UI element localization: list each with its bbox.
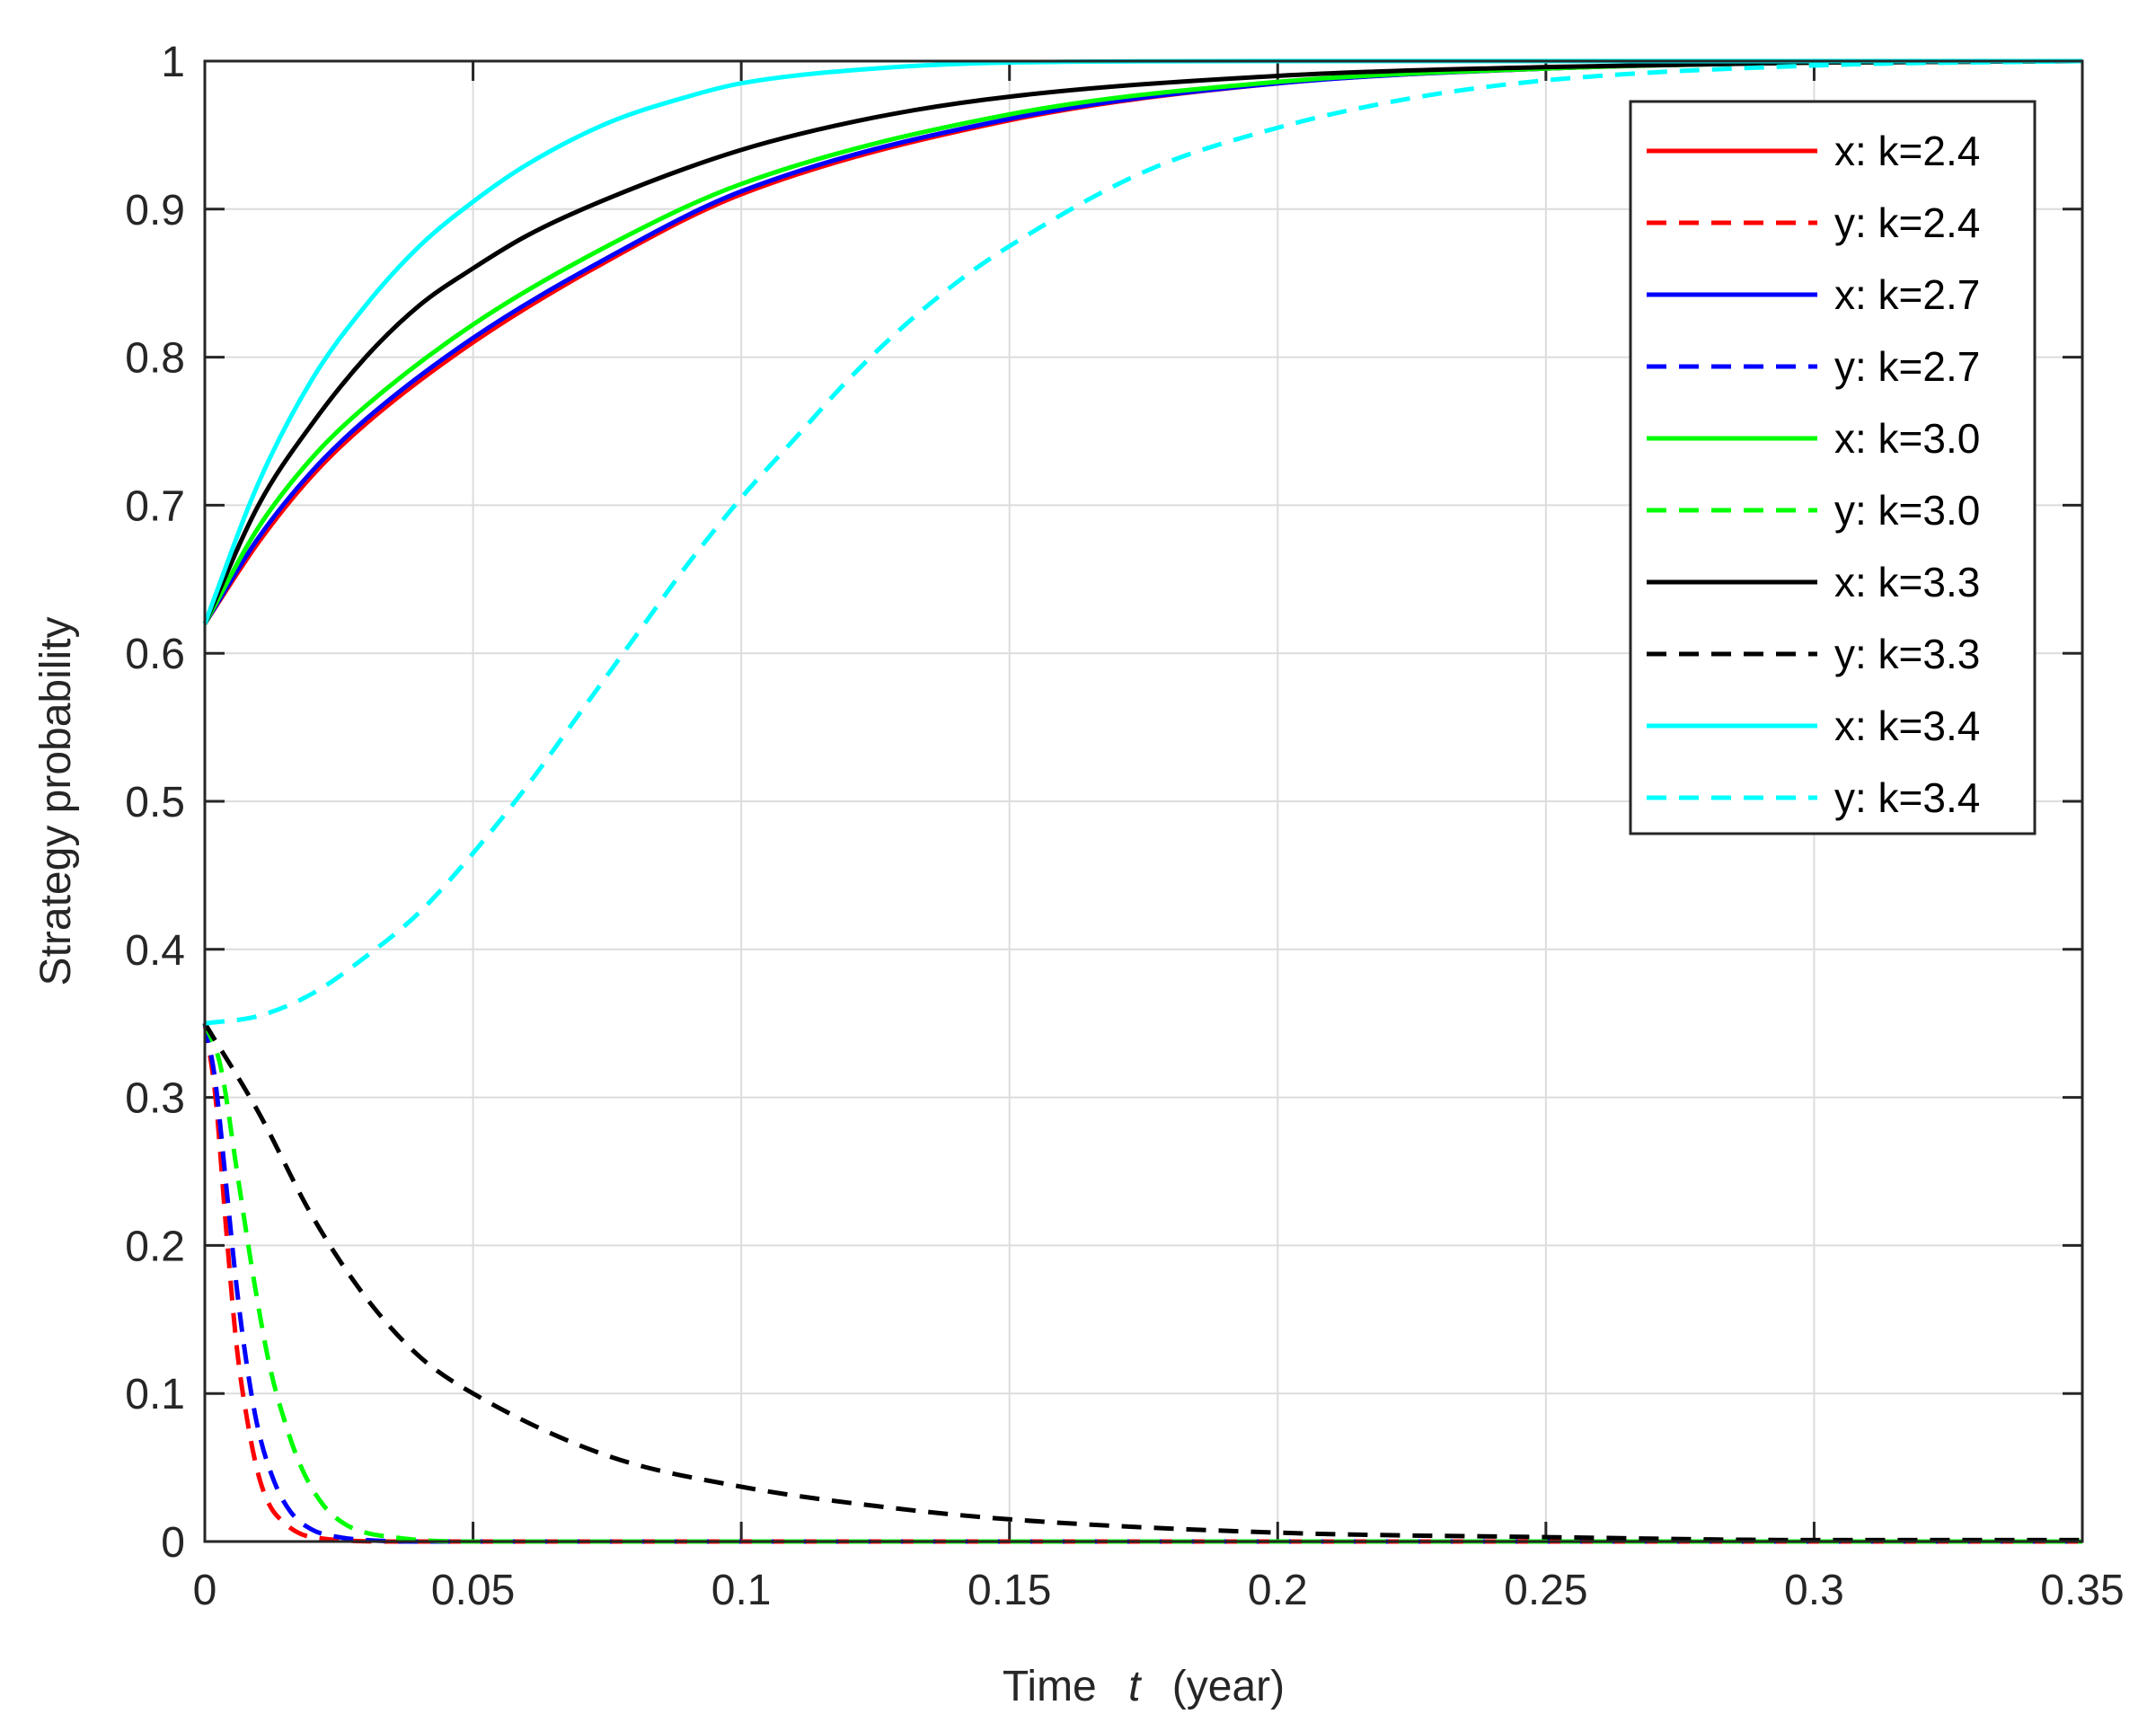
x-tick-label: 0.35 — [2040, 1567, 2124, 1614]
y-tick-label: 0 — [161, 1519, 185, 1567]
series-line-8 — [202, 1021, 2082, 1542]
x-tick-label: 0.05 — [431, 1567, 515, 1614]
y-tick-label: 0.5 — [125, 779, 185, 826]
x-axis-title-variable: t — [1128, 1663, 1142, 1710]
x-tick-label: 0.3 — [1784, 1567, 1844, 1614]
x-tick-label: 0.15 — [968, 1567, 1051, 1614]
y-tick-label: 0.8 — [125, 335, 185, 383]
legend-label: x: k=3.3 — [1834, 559, 1980, 605]
x-axis-title: Time t (year) — [1003, 1663, 1285, 1710]
legend-label: y: k=2.4 — [1834, 199, 1980, 246]
series-line-4 — [202, 1022, 2082, 1544]
x-tick-label: 0.2 — [1248, 1567, 1308, 1614]
x-tick-label: 0.25 — [1504, 1567, 1587, 1614]
series-line-7 — [202, 58, 2083, 625]
y-tick-label: 0.9 — [125, 187, 185, 234]
tick-labels: 0 0.05 0.1 0.15 0.2 0.25 0.3 0.35 0 0.1 0.2 0.3 0.4 0… — [125, 39, 2124, 1614]
series-line-10 — [204, 58, 2083, 1026]
legend-label: y: k=2.7 — [1834, 343, 1980, 390]
legend-label: x: k=3.0 — [1834, 415, 1980, 462]
y-tick-label: 1 — [161, 39, 185, 86]
x-tick-label: 0.1 — [711, 1567, 772, 1614]
legend-label: y: k=3.0 — [1834, 487, 1980, 534]
y-tick-label: 0.7 — [125, 482, 185, 530]
y-tick-label: 0.1 — [125, 1371, 185, 1418]
series-line-2 — [202, 1022, 2082, 1544]
legend-label: y: k=3.3 — [1834, 631, 1980, 677]
x-tick-label: 0 — [193, 1567, 217, 1614]
legend-label: x: k=2.7 — [1834, 271, 1980, 318]
y-axis-title: Strategy probability — [32, 617, 80, 986]
legend-label: x: k=3.4 — [1834, 702, 1980, 749]
legend-label: x: k=2.4 — [1834, 128, 1980, 174]
legend-label: y: k=3.4 — [1834, 774, 1980, 821]
axes-box — [203, 59, 2084, 1543]
y-tick-label: 0.4 — [125, 927, 185, 975]
y-tick-label: 0.6 — [125, 631, 185, 678]
y-tick-label: 0.2 — [125, 1223, 185, 1270]
legend: x: k=2.4 y: k=2.4 x: k=2.7 y: k=2.7 x: k=3.0… — [1629, 100, 2037, 835]
y-tick-label: 0.3 — [125, 1075, 185, 1123]
x-axis-title-label: Time — [1003, 1663, 1097, 1710]
x-axis-title-unit: (year) — [1172, 1663, 1285, 1710]
